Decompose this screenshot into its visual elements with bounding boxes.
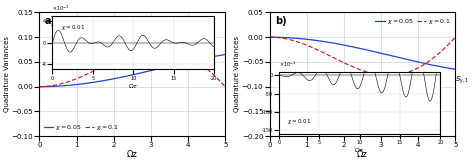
X-axis label: Ωz: Ωz [357,150,368,159]
Text: $S_{y,1}$: $S_{y,1}$ [456,75,470,86]
Y-axis label: Quadrature Variances: Quadrature Variances [234,36,240,112]
X-axis label: Ωz: Ωz [127,150,137,159]
Y-axis label: Quadrature Variances: Quadrature Variances [4,36,10,112]
Text: a): a) [45,16,56,26]
Legend: $\chi=0.05$, $\chi=0.1$: $\chi=0.05$, $\chi=0.1$ [43,122,120,133]
Legend: $\chi=0.05$, $\chi=0.1$: $\chi=0.05$, $\chi=0.1$ [374,15,452,27]
Text: b): b) [275,16,287,26]
